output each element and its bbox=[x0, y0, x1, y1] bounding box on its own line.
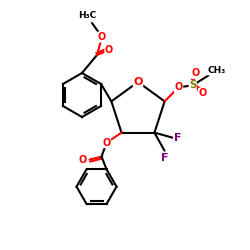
Text: O: O bbox=[174, 82, 183, 92]
Text: O: O bbox=[98, 32, 106, 42]
Text: CH₃: CH₃ bbox=[208, 66, 226, 75]
Text: O: O bbox=[105, 45, 113, 55]
Text: O: O bbox=[78, 155, 87, 165]
Text: F: F bbox=[161, 153, 168, 163]
Text: H₃C: H₃C bbox=[78, 12, 96, 20]
Text: O: O bbox=[192, 68, 200, 78]
Text: O: O bbox=[102, 138, 111, 148]
Text: O: O bbox=[198, 88, 207, 98]
Text: O: O bbox=[133, 77, 143, 87]
Text: S: S bbox=[189, 80, 196, 90]
Text: F: F bbox=[174, 133, 181, 143]
